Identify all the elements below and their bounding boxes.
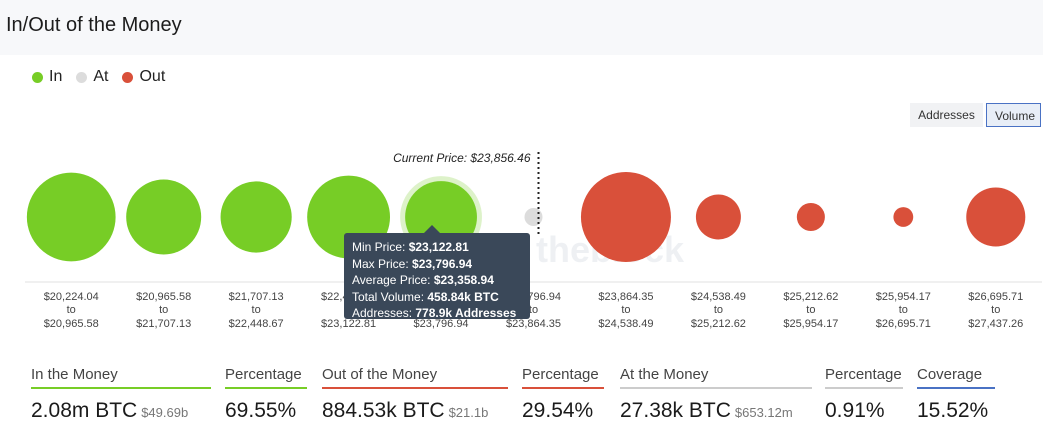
range-to-word: to	[67, 304, 76, 316]
tooltip-average-price: Average Price: $23,358.94	[352, 273, 494, 287]
bubble-chart: theblock$20,224.04to$20,965.58$20,965.58…	[25, 151, 1042, 330]
stat-value: 15.52%	[917, 399, 989, 422]
legend-item-out[interactable]: Out	[122, 68, 165, 86]
range-to-word: to	[899, 304, 908, 316]
range-to-label: $23,864.35	[506, 318, 561, 330]
bubble-at[interactable]	[524, 208, 543, 226]
range-from-label: $23,864.35	[598, 291, 653, 303]
bubble-in[interactable]	[126, 179, 202, 255]
range-to-word: to	[621, 304, 630, 316]
range-to-word: to	[714, 304, 723, 316]
tooltip-addresses: Addresses: 778.9k Addresses	[352, 306, 517, 320]
legend-in-dot-icon	[32, 71, 43, 83]
stat-out-percentage: Percentage 29.54%	[522, 366, 604, 423]
legend-at-label: At	[93, 68, 109, 85]
tooltip-min-price: Min Price: $23,122.81	[352, 240, 469, 254]
volume-toggle-button[interactable]: Volume	[986, 103, 1041, 127]
bubble-out[interactable]	[893, 207, 914, 227]
page-title: In/Out of the Money	[6, 14, 182, 36]
range-to-label: $24,538.49	[598, 318, 653, 330]
legend-in-label: In	[49, 68, 63, 85]
range-from-label: $20,965.58	[136, 291, 191, 303]
bubble-out[interactable]	[695, 194, 741, 240]
bubble-out[interactable]	[966, 187, 1026, 247]
bubble-in[interactable]	[26, 172, 116, 262]
stat-value: 2.08m BTC $49.69b	[31, 399, 189, 422]
range-to-label: $26,695.71	[876, 318, 931, 330]
addresses-toggle-button[interactable]: Addresses	[910, 103, 983, 127]
stat-label: In the Money	[31, 366, 211, 389]
range-to-word: to	[252, 304, 261, 316]
range-to-label: $25,954.17	[783, 318, 838, 330]
stat-in-percentage: Percentage 69.55%	[225, 366, 307, 423]
tooltip-max-price: Max Price: $23,796.94	[352, 256, 473, 271]
page-header: In/Out of the Money	[0, 0, 1043, 55]
stat-value: 884.53k BTC $21.1b	[322, 399, 489, 422]
stat-label: Coverage	[917, 366, 995, 389]
range-from-label: $26,695.71	[968, 291, 1023, 303]
range-to-label: $22,448.67	[229, 318, 284, 330]
stat-label: Percentage	[522, 366, 604, 389]
range-to-word: to	[529, 304, 538, 316]
legend-item-in[interactable]: In	[32, 68, 62, 86]
bubble-in[interactable]	[220, 181, 292, 253]
legend-out-label: Out	[139, 68, 166, 85]
current-price-label: Current Price: $23,856.46	[393, 151, 531, 165]
stat-label: Percentage	[825, 366, 903, 389]
range-to-word: to	[806, 304, 815, 316]
legend-at-dot-icon	[76, 71, 88, 83]
stat-at-the-money: At the Money 27.38k BTC $653.12m	[620, 366, 812, 423]
stat-out-of-the-money: Out of the Money 884.53k BTC $21.1b	[322, 366, 508, 423]
range-to-label: $27,437.26	[968, 318, 1023, 330]
stat-value: 69.55%	[225, 399, 297, 422]
stat-label: Percentage	[225, 366, 307, 389]
range-from-label: $24,538.49	[691, 291, 746, 303]
stat-value: 29.54%	[522, 399, 594, 422]
range-to-label: $23,122.81	[321, 318, 376, 330]
tooltip-total-volume: Total Volume: 458.84k BTC	[352, 289, 499, 304]
range-to-label: $20,965.58	[44, 318, 99, 330]
range-from-label: $25,212.62	[783, 291, 838, 303]
range-to-label: $21,707.13	[136, 318, 191, 330]
stat-label: Out of the Money	[322, 366, 508, 389]
legend-out-dot-icon	[122, 71, 134, 83]
range-from-label: $21,707.13	[229, 291, 284, 303]
stat-value: 0.91%	[825, 399, 885, 422]
range-to-word: to	[159, 304, 168, 316]
bubble-out[interactable]	[580, 172, 671, 262]
range-to-word: to	[991, 304, 1000, 316]
stat-at-percentage: Percentage 0.91%	[825, 366, 903, 423]
stat-value: 27.38k BTC $653.12m	[620, 399, 793, 422]
range-to-label: $23,796.94	[414, 318, 469, 330]
bubble-out[interactable]	[796, 202, 825, 232]
range-from-label: $25,954.17	[876, 291, 931, 303]
chart-tooltip: Min Price: $23,122.81 Max Price: $23,796…	[344, 225, 530, 320]
stat-in-the-money: In the Money 2.08m BTC $49.69b	[31, 366, 211, 423]
range-to-label: $25,212.62	[691, 318, 746, 330]
range-from-label: $20,224.04	[44, 291, 99, 303]
stat-label: At the Money	[620, 366, 812, 389]
legend-item-at[interactable]: At	[76, 68, 108, 86]
stat-coverage: Coverage 15.52%	[917, 366, 995, 423]
chart-legend: In At Out	[32, 68, 165, 86]
